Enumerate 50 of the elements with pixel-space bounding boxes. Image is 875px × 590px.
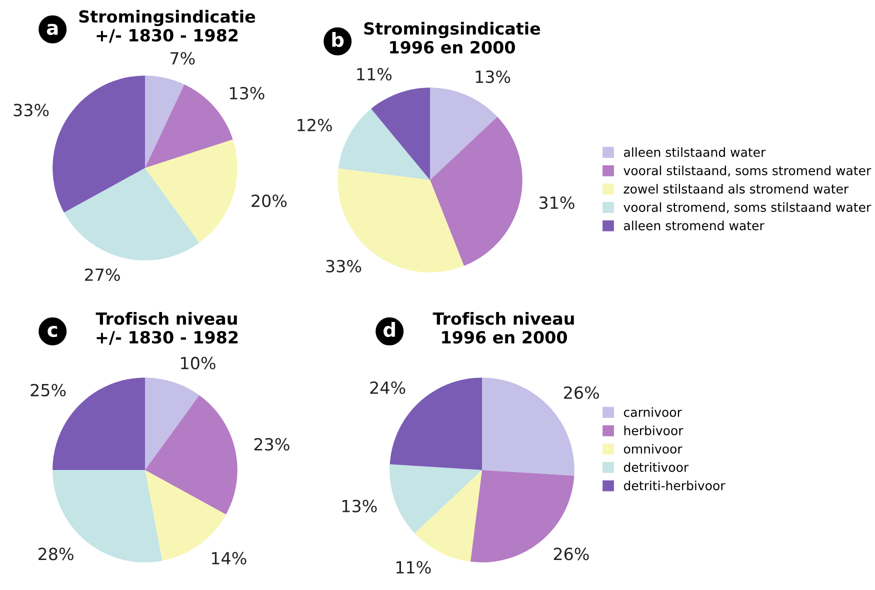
text: c: [48, 326, 58, 338]
data-label: 28%: [38, 548, 74, 560]
chart-title: Trofisch niveau +/- 1830 - 1982: [96, 312, 238, 345]
data-label: 25%: [30, 384, 66, 396]
pie-slice: [390, 464, 482, 534]
data-label: 23%: [254, 438, 290, 451]
legend-label: detriti-herbivoor: [624, 480, 726, 490]
legend-label: detritivoor: [624, 462, 689, 472]
data-label: 13%: [342, 500, 377, 512]
data-label: 33%: [326, 260, 362, 272]
data-label: 27%: [84, 268, 120, 282]
pie-slice: [430, 88, 498, 180]
chart-title: Stromingsindicatie +/- 1830 - 1982: [79, 10, 256, 43]
legend-label: alleen stromend water: [624, 220, 764, 230]
data-label: 7%: [170, 52, 195, 65]
data-label: 14%: [212, 552, 246, 565]
pie-slice: [145, 378, 200, 470]
data-label: 26%: [564, 386, 599, 399]
pie-slice: [64, 168, 200, 260]
pie-slice: [371, 88, 430, 180]
data-label: 10%: [181, 356, 216, 370]
data-label: 13%: [230, 86, 264, 100]
legend-label: alleen stilstaand water: [624, 147, 766, 157]
data-label: 11%: [396, 561, 431, 574]
text: a: [46, 24, 58, 36]
legend-label: zowel stilstaand als stromend water: [624, 184, 849, 194]
pie-slice: [145, 76, 184, 168]
data-label: 31%: [539, 196, 574, 210]
data-label: 11%: [357, 68, 392, 81]
pie-slice: [52, 76, 145, 213]
pie-slice: [414, 470, 482, 562]
data-label: 13%: [476, 70, 510, 84]
data-label: 33%: [14, 104, 49, 116]
text: d: [384, 322, 395, 338]
data-label: 26%: [554, 548, 589, 560]
data-label: 20%: [252, 194, 287, 208]
legend-label: herbivoor: [624, 426, 684, 436]
legend-label: carnivoor: [624, 407, 682, 417]
pie-slice: [145, 139, 238, 243]
pie-slice: [338, 108, 430, 180]
pie-slice: [145, 395, 238, 515]
data-label: 24%: [370, 381, 406, 394]
legend-label: vooral stromend, soms stilstaand water: [624, 202, 872, 214]
data-label: 12%: [298, 118, 332, 132]
legend-label: omnivoor: [624, 444, 682, 454]
text: b: [332, 32, 344, 48]
legend-label: vooral stilstaand, soms stromend water: [624, 166, 872, 177]
chart-title: Trofisch niveau 1996 en 2000: [432, 312, 574, 344]
pie-slice: [430, 116, 522, 266]
chart-title: Stromingsindicatie 1996 en 2000: [364, 22, 540, 54]
